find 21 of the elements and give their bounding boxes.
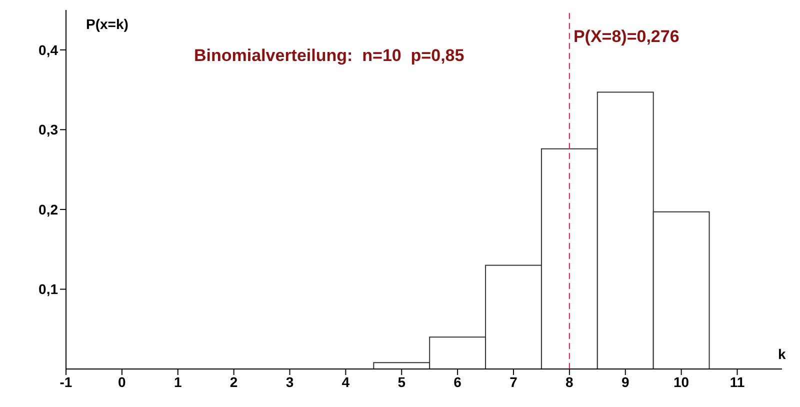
x-tick-label: 7: [510, 374, 518, 390]
x-tick-label: 2: [230, 374, 238, 390]
x-tick-label: 1: [174, 374, 182, 390]
x-tick-label: -1: [60, 374, 72, 390]
y-tick-label: 0,3: [38, 122, 58, 138]
x-tick-label: 9: [621, 374, 630, 390]
x-tick-label: 5: [398, 374, 406, 390]
y-axis-title: P(x=k): [86, 16, 128, 32]
x-axis-title: k: [778, 346, 786, 362]
y-tick-label: 0,4: [38, 42, 58, 58]
y-tick-label: 0,2: [38, 201, 58, 218]
y-tick-label: 0,1: [38, 281, 58, 298]
x-tick-label: 6: [454, 374, 462, 390]
x-tick-label: 8: [566, 374, 574, 390]
x-tick-label: 10: [674, 374, 690, 390]
x-tick-label: 3: [286, 374, 294, 390]
ref-line-label: P(X=8)=0,276: [573, 27, 680, 46]
x-tick-label: 11: [730, 374, 745, 390]
text: Binomialverteilung: n=10 p=0,85: [194, 46, 464, 66]
x-tick-label: 0: [118, 374, 126, 390]
x-tick-label: 4: [342, 374, 350, 390]
